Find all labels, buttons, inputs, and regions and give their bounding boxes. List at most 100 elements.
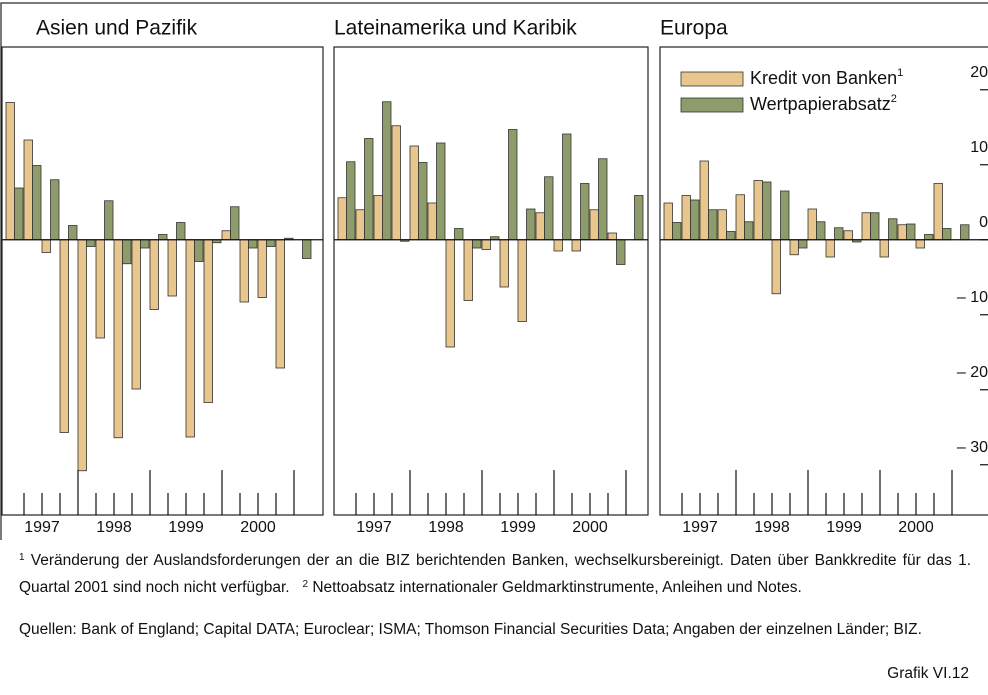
bar — [933, 183, 943, 241]
bar — [158, 234, 168, 241]
bar — [131, 239, 141, 390]
bar — [870, 212, 880, 241]
x-tick-label: 1998 — [754, 519, 790, 536]
legend-name: Wertpapierabsatz — [750, 94, 891, 114]
bar — [508, 129, 518, 241]
x-tick-label: 1997 — [24, 519, 60, 536]
bar — [355, 209, 365, 241]
legend-swatch — [680, 97, 744, 113]
bar — [762, 181, 772, 241]
x-tick-label: 2000 — [572, 519, 608, 536]
bar — [59, 239, 69, 433]
bar — [140, 239, 150, 249]
bar — [50, 179, 60, 241]
bar — [834, 227, 844, 241]
bar — [337, 197, 347, 241]
bar — [897, 224, 907, 241]
bar — [690, 199, 700, 241]
legend-label: Wertpapierabsatz2 — [750, 93, 897, 114]
y-tick-label: 10 — [970, 139, 988, 156]
bar — [598, 158, 608, 241]
bar — [221, 230, 231, 241]
x-tick-label: 2000 — [898, 519, 934, 536]
bar — [436, 142, 446, 241]
bar — [481, 239, 491, 250]
bar — [580, 183, 590, 241]
y-tick-label: – 20 — [957, 364, 988, 381]
bar — [257, 239, 267, 298]
x-tick-label: 1997 — [682, 519, 718, 536]
bar — [373, 195, 383, 241]
x-tick-label: 2000 — [240, 519, 276, 536]
chart: Asien und Pazifik 1997 1998 1999 2000 Lateina… — [0, 2, 988, 540]
bar — [230, 206, 240, 241]
x-tick-label: 1999 — [168, 519, 204, 536]
bar — [589, 209, 599, 241]
note-mark: 2 — [302, 579, 309, 590]
bar — [681, 195, 691, 241]
bar — [526, 208, 536, 241]
bar — [203, 239, 213, 403]
bar — [185, 239, 195, 438]
bar — [23, 139, 33, 241]
bar — [248, 239, 258, 249]
bar — [816, 221, 826, 241]
bar — [753, 180, 763, 241]
bar — [176, 222, 186, 241]
bar — [463, 239, 473, 301]
bar — [77, 239, 87, 472]
note-text: Nettoabsatz internationaler Geldmarktins… — [312, 579, 802, 596]
bar — [708, 209, 718, 241]
x-tick-label: 1998 — [428, 519, 464, 536]
bar — [607, 232, 617, 241]
bar — [418, 162, 428, 241]
bar — [843, 230, 853, 241]
bar — [275, 239, 285, 369]
bar — [5, 102, 15, 241]
bar — [924, 234, 934, 241]
bar — [789, 239, 799, 256]
note-mark: 1 — [19, 552, 25, 563]
figure-id: Grafik VI.12 — [887, 665, 969, 682]
bar — [798, 239, 808, 249]
footnotes: 1 Veränderung der Auslandsforderungen de… — [19, 546, 971, 660]
legend-name: Kredit von Banken — [750, 68, 897, 88]
footnote-paragraph: 1 Veränderung der Auslandsforderungen de… — [19, 546, 971, 600]
bar — [68, 225, 78, 241]
legend-swatch — [680, 71, 744, 87]
bar — [346, 161, 356, 241]
x-tick-label: 1999 — [500, 519, 536, 536]
bar — [302, 239, 312, 259]
x-tick-label: 1997 — [356, 519, 392, 536]
panel-box — [1, 46, 324, 516]
bar — [861, 212, 871, 241]
x-tick-label: 1998 — [96, 519, 132, 536]
bar — [879, 239, 889, 258]
bar — [391, 125, 401, 241]
legend-note: 2 — [891, 93, 897, 105]
bar — [906, 223, 916, 241]
bar — [616, 239, 626, 265]
bar — [771, 239, 781, 295]
bar — [454, 228, 464, 241]
sources: Quellen: Bank of England; Capital DATA; … — [19, 621, 922, 638]
bar — [409, 145, 419, 241]
bar — [32, 165, 42, 241]
bar — [553, 239, 563, 252]
bar — [735, 194, 745, 241]
bar — [113, 239, 123, 439]
legend-label: Kredit von Banken1 — [750, 67, 903, 88]
bar — [717, 209, 727, 241]
panel-title: Lateinamerika und Karibik — [334, 17, 577, 40]
panel-box — [333, 46, 649, 516]
bar — [382, 101, 392, 241]
bar — [122, 239, 132, 265]
bar — [14, 187, 24, 241]
bar — [562, 133, 572, 241]
bar — [194, 239, 204, 262]
bar — [744, 221, 754, 241]
bar — [472, 239, 482, 249]
frame — [0, 2, 988, 540]
bar — [239, 239, 249, 303]
